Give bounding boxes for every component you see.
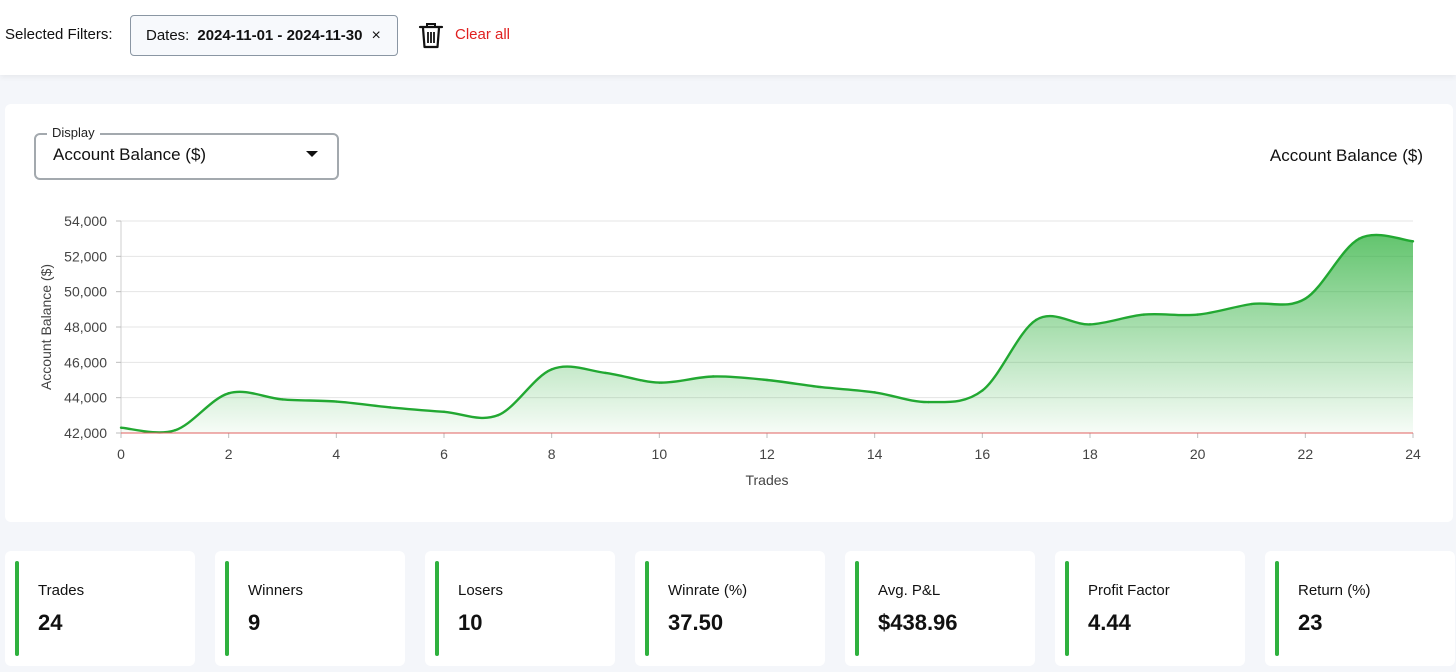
y-tick-label: 42,000 bbox=[64, 425, 107, 441]
stat-accent-bar bbox=[15, 561, 19, 656]
chart-header-title: Account Balance ($) bbox=[1269, 146, 1423, 165]
data-point bbox=[604, 371, 607, 375]
close-icon[interactable]: × bbox=[371, 26, 381, 44]
x-tick-label: 16 bbox=[975, 446, 991, 462]
data-point bbox=[1088, 323, 1092, 326]
stat-value: 4.44 bbox=[1088, 610, 1131, 635]
x-tick-label: 22 bbox=[1298, 446, 1314, 462]
stat-card-return: Return (%) 23 bbox=[1265, 551, 1455, 666]
data-point bbox=[1357, 237, 1361, 240]
y-tick-label: 46,000 bbox=[64, 354, 107, 370]
data-point bbox=[442, 410, 446, 413]
data-point bbox=[335, 400, 338, 403]
y-tick-label: 52,000 bbox=[64, 248, 107, 264]
data-point bbox=[819, 385, 823, 389]
y-tick-label: 54,000 bbox=[64, 213, 107, 229]
x-tick-label: 2 bbox=[225, 446, 233, 462]
data-point bbox=[981, 389, 984, 392]
date-filter-value: 2024-11-01 - 2024-11-30 bbox=[197, 27, 363, 44]
selected-filters-label: Selected Filters: bbox=[5, 26, 113, 43]
x-tick-label: 24 bbox=[1405, 446, 1421, 462]
data-point bbox=[227, 392, 230, 395]
stat-card-trades: Trades 24 bbox=[5, 551, 195, 666]
data-point bbox=[1250, 302, 1253, 306]
x-tick-label: 12 bbox=[759, 446, 775, 462]
data-point bbox=[927, 400, 930, 404]
data-point bbox=[119, 426, 123, 429]
date-filter-key: Dates: bbox=[146, 27, 190, 44]
data-point bbox=[765, 378, 769, 382]
x-tick-label: 20 bbox=[1190, 446, 1206, 462]
stat-accent-bar bbox=[855, 561, 859, 656]
stat-card-losers: Losers 10 bbox=[425, 551, 615, 666]
stat-accent-bar bbox=[435, 561, 439, 656]
display-select-legend: Display bbox=[47, 125, 100, 140]
x-tick-label: 4 bbox=[332, 446, 340, 462]
stat-label: Trades bbox=[38, 582, 85, 599]
stat-card-winrate: Winrate (%) 37.50 bbox=[635, 551, 825, 666]
stat-value: $438.96 bbox=[878, 610, 958, 635]
x-axis-label: Trades bbox=[745, 472, 788, 488]
display-select-value: Account Balance ($) bbox=[53, 145, 207, 164]
x-tick-label: 18 bbox=[1082, 446, 1098, 462]
stat-label: Winners bbox=[248, 582, 304, 599]
data-point bbox=[550, 368, 553, 371]
data-point bbox=[711, 375, 715, 378]
stat-card-winners: Winners 9 bbox=[215, 551, 405, 666]
display-select[interactable] bbox=[34, 133, 339, 180]
data-point bbox=[1142, 313, 1146, 316]
stat-value: 9 bbox=[248, 610, 261, 635]
stat-label: Losers bbox=[458, 582, 504, 599]
stat-value: 37.50 bbox=[668, 610, 724, 635]
y-tick-labels: 42,000 44,000 46,000 48,000 50,000 52,000 54,0… bbox=[64, 213, 107, 441]
date-filter-chip[interactable]: Dates: 2024-11-01 - 2024-11-30 × bbox=[130, 15, 398, 56]
x-tick-labels: 0 2 4 6 8 10 12 14 16 18 20 22 24 bbox=[117, 446, 1421, 462]
trash-icon[interactable] bbox=[418, 22, 444, 49]
data-point bbox=[173, 429, 177, 432]
x-tick-label: 0 bbox=[117, 446, 125, 462]
x-tick-label: 10 bbox=[652, 446, 668, 462]
stat-label: Winrate (%) bbox=[668, 582, 748, 599]
data-point bbox=[1196, 313, 1199, 316]
data-point bbox=[388, 406, 392, 409]
stat-value: 24 bbox=[38, 610, 63, 635]
balance-points bbox=[119, 237, 1415, 432]
stat-label: Return (%) bbox=[1298, 582, 1371, 599]
stat-accent-bar bbox=[1065, 561, 1069, 656]
data-point bbox=[1034, 318, 1038, 322]
x-tick-label: 6 bbox=[440, 446, 448, 462]
x-tick-label: 14 bbox=[867, 446, 883, 462]
data-point bbox=[873, 391, 876, 394]
data-point bbox=[1411, 240, 1415, 243]
clear-all-button[interactable]: Clear all bbox=[455, 26, 511, 43]
data-point bbox=[658, 381, 661, 384]
balance-area bbox=[121, 234, 1413, 433]
caret-down-icon[interactable] bbox=[306, 151, 318, 157]
x-tick-label: 8 bbox=[548, 446, 556, 462]
stat-value: 23 bbox=[1298, 610, 1323, 635]
stat-card-avg-pnl: Avg. P&L $438.96 bbox=[845, 551, 1035, 666]
stat-value: 10 bbox=[458, 610, 483, 635]
stat-accent-bar bbox=[645, 561, 649, 656]
data-point bbox=[1304, 297, 1307, 300]
filter-bar: Selected Filters: Dates: 2024-11-01 - 20… bbox=[0, 0, 1456, 75]
stat-accent-bar bbox=[225, 561, 229, 656]
chart-axes bbox=[116, 220, 1414, 438]
stat-label: Avg. P&L bbox=[878, 582, 941, 599]
data-point bbox=[496, 414, 500, 417]
stat-label: Profit Factor bbox=[1088, 582, 1170, 599]
y-axis-label: Account Balance ($) bbox=[38, 264, 54, 390]
stat-card-profit-factor: Profit Factor 4.44 bbox=[1055, 551, 1245, 666]
data-point bbox=[281, 398, 284, 401]
y-tick-label: 44,000 bbox=[64, 390, 107, 406]
y-tick-label: 48,000 bbox=[64, 319, 107, 335]
stat-accent-bar bbox=[1275, 561, 1279, 656]
y-tick-label: 50,000 bbox=[64, 284, 107, 300]
